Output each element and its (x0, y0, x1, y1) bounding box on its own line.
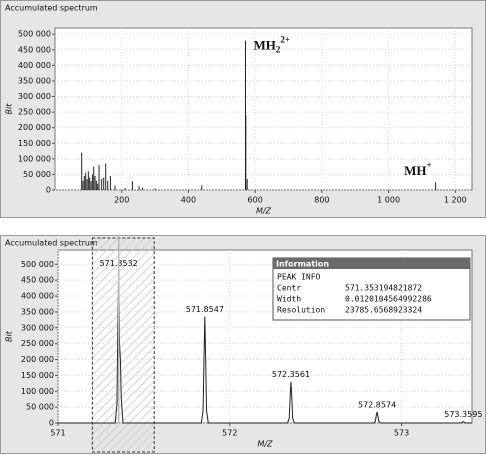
y-tick-label: 0 (46, 186, 51, 195)
y-axis-label: Bit (5, 103, 14, 115)
annotation-text: MH (404, 163, 426, 178)
x-axis-label: M/Z (257, 440, 273, 449)
y-tick-label: 200 000 (21, 355, 54, 364)
y-tick-label: 300 000 (21, 323, 54, 332)
peak-label: 573.3595 (444, 410, 482, 419)
charts: Accumulated spectrum 0 50 000 100 000 150 00… (5, 4, 482, 453)
x-tick-label: 200 (114, 196, 129, 205)
x-tick-label: 571 (50, 429, 65, 438)
y-tick-label: 500 000 (21, 260, 54, 269)
x-tick-label: 800 (314, 196, 329, 205)
y-tick-label: 350 000 (18, 76, 51, 85)
panel-title: Accumulated spectrum (5, 4, 98, 13)
y-tick-label: 200 000 (18, 123, 51, 132)
y-tick-label: 350 000 (21, 307, 54, 316)
x-tick-label: 1 200 (444, 196, 467, 205)
info-value: 571.353194821872 (345, 284, 422, 293)
y-tick-label: 50 000 (26, 403, 54, 412)
x-axis-label: M/Z (256, 207, 272, 216)
y-tick-label: 400 000 (21, 292, 54, 301)
annotation: MH22+ (253, 35, 290, 55)
x-tick-label: 400 (181, 196, 196, 205)
panel-title: Accumulated spectrum (5, 239, 98, 248)
y-tick-label: 450 000 (21, 276, 54, 285)
y-tick-label: 150 000 (21, 371, 54, 380)
y-tick-label: 50 000 (23, 170, 51, 179)
y-tick-label: 250 000 (18, 108, 51, 117)
annotation-text: MH (253, 37, 275, 52)
y-tick-label: 100 000 (21, 387, 54, 396)
x-tick-label: 573 (394, 429, 409, 438)
x-tick-label: 1 000 (377, 196, 400, 205)
spectrum-line (58, 270, 472, 424)
plot-area (54, 27, 473, 191)
info-title: Information (276, 260, 329, 269)
annotation-sub: 2 (276, 45, 281, 55)
info-heading: PEAK INFO (277, 273, 321, 282)
info-key: Centr (277, 284, 301, 293)
y-tick-label: 0 (49, 419, 54, 428)
x-tick-label: 600 (248, 196, 263, 205)
y-tick-label: 400 000 (18, 61, 51, 70)
y-tick-label: 150 000 (18, 139, 51, 148)
annotation: MH+ (404, 160, 432, 178)
x-tick-label: 572 (222, 429, 237, 438)
y-tick-label: 450 000 (18, 45, 51, 54)
y-tick-label: 100 000 (18, 154, 51, 163)
y-tick-label: 250 000 (21, 339, 54, 348)
annotation-sup: 2+ (280, 35, 290, 45)
info-box: Information PEAK INFO Centr 571.35319482187… (272, 257, 471, 321)
peak-label: 571.8547 (186, 305, 224, 314)
y-tick-label: 300 000 (18, 92, 51, 101)
y-axis-label: Bit (5, 330, 14, 342)
y-tick-label: 500 000 (18, 30, 51, 39)
selection (91, 237, 155, 453)
info-value: 0.0120104564992286 (345, 295, 432, 304)
info-value: 23785.6568923324 (345, 306, 422, 315)
info-key: Resolution (277, 306, 325, 315)
peak-label: 572.3561 (272, 370, 310, 379)
annotation-sup: + (426, 160, 431, 170)
info-key: Width (277, 295, 301, 304)
peak-label: 572.8574 (358, 400, 396, 409)
info-titlebar (273, 258, 470, 269)
